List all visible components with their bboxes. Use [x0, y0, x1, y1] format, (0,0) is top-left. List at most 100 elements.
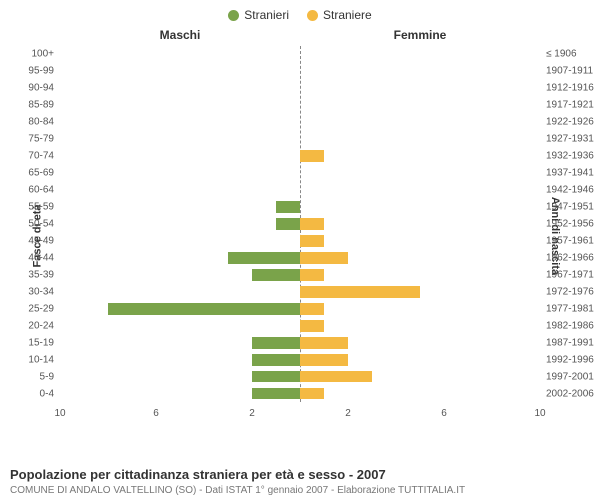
birth-year-label: 1912-1916	[540, 83, 594, 94]
x-tick: 10	[54, 408, 65, 419]
pyramid-row: 50-541952-1956	[60, 216, 540, 233]
bar-female	[300, 269, 324, 281]
bar-male	[252, 371, 300, 383]
x-tick: 2	[345, 408, 351, 419]
bar-male	[252, 354, 300, 366]
age-label: 5-9	[40, 371, 60, 382]
age-label: 100+	[31, 49, 60, 60]
chart-title: Popolazione per cittadinanza straniera p…	[10, 467, 386, 482]
birth-year-label: 1982-1986	[540, 320, 594, 331]
birth-year-label: 2002-2006	[540, 388, 594, 399]
pyramid-row: 15-191987-1991	[60, 334, 540, 351]
bar-female	[300, 371, 372, 383]
pyramid-row: 65-691937-1941	[60, 165, 540, 182]
birth-year-label: 1907-1911	[540, 66, 593, 77]
swatch-male	[228, 10, 239, 21]
age-label: 90-94	[28, 83, 60, 94]
birth-year-label: 1972-1976	[540, 286, 594, 297]
age-label: 20-24	[28, 320, 60, 331]
age-label: 75-79	[28, 134, 60, 145]
pyramid-row: 100+≤ 1906	[60, 46, 540, 63]
bar-male	[276, 201, 300, 213]
age-label: 70-74	[28, 151, 60, 162]
pyramid-row: 30-341972-1976	[60, 283, 540, 300]
legend: Stranieri Straniere	[0, 0, 600, 28]
chart-area: Fasce di età Anni di nascita 100+≤ 19069…	[0, 46, 600, 426]
pyramid-row: 85-891917-1921	[60, 97, 540, 114]
header-female: Femmine	[394, 28, 447, 42]
bar-female	[300, 150, 324, 162]
pyramid-row: 55-591947-1951	[60, 199, 540, 216]
age-label: 45-49	[28, 235, 60, 246]
legend-item-male: Stranieri	[228, 8, 289, 22]
age-label: 25-29	[28, 303, 60, 314]
bar-female	[300, 354, 348, 366]
plot-region: 100+≤ 190695-991907-191190-941912-191685…	[60, 46, 540, 402]
bar-male	[252, 388, 300, 400]
pyramid-row: 60-641942-1946	[60, 182, 540, 199]
age-label: 10-14	[28, 354, 60, 365]
column-headers: Maschi Femmine	[0, 28, 600, 46]
x-tick: 2	[249, 408, 255, 419]
age-label: 0-4	[40, 388, 60, 399]
age-label: 65-69	[28, 168, 60, 179]
birth-year-label: 1917-1921	[540, 100, 594, 111]
pyramid-row: 35-391967-1971	[60, 266, 540, 283]
bar-female	[300, 235, 324, 247]
x-tick: 6	[441, 408, 447, 419]
age-label: 60-64	[28, 185, 60, 196]
pyramid-row: 5-91997-2001	[60, 368, 540, 385]
pyramid-row: 70-741932-1936	[60, 148, 540, 165]
birth-year-label: 1937-1941	[540, 168, 594, 179]
birth-year-label: 1977-1981	[540, 303, 594, 314]
birth-year-label: 1952-1956	[540, 218, 594, 229]
birth-year-label: 1957-1961	[540, 235, 594, 246]
bar-female	[300, 303, 324, 315]
x-tick: 6	[153, 408, 159, 419]
age-label: 85-89	[28, 100, 60, 111]
bar-female	[300, 252, 348, 264]
birth-year-label: 1942-1946	[540, 185, 594, 196]
age-label: 30-34	[28, 286, 60, 297]
age-label: 95-99	[28, 66, 60, 77]
header-male: Maschi	[160, 28, 201, 42]
age-label: 55-59	[28, 202, 60, 213]
pyramid-row: 20-241982-1986	[60, 317, 540, 334]
bar-male	[252, 269, 300, 281]
age-label: 35-39	[28, 269, 60, 280]
bar-female	[300, 337, 348, 349]
pyramid-row: 75-791927-1931	[60, 131, 540, 148]
x-tick: 10	[534, 408, 545, 419]
age-label: 40-44	[28, 252, 60, 263]
age-label: 15-19	[28, 337, 60, 348]
birth-year-label: ≤ 1906	[540, 49, 577, 60]
age-label: 80-84	[28, 117, 60, 128]
chart-subtitle: COMUNE DI ANDALO VALTELLINO (SO) - Dati …	[10, 485, 465, 496]
legend-label-female: Straniere	[323, 8, 372, 22]
birth-year-label: 1962-1966	[540, 252, 594, 263]
legend-item-female: Straniere	[307, 8, 372, 22]
pyramid-row: 10-141992-1996	[60, 351, 540, 368]
pyramid-row: 25-291977-1981	[60, 300, 540, 317]
swatch-female	[307, 10, 318, 21]
birth-year-label: 1967-1971	[540, 269, 594, 280]
bar-female	[300, 286, 420, 298]
birth-year-label: 1947-1951	[540, 202, 594, 213]
pyramid-row: 45-491957-1961	[60, 232, 540, 249]
bar-female	[300, 388, 324, 400]
age-label: 50-54	[28, 218, 60, 229]
bar-male	[252, 337, 300, 349]
x-axis: 10622610	[60, 404, 540, 426]
bar-male	[276, 218, 300, 230]
bar-male	[108, 303, 300, 315]
bar-female	[300, 218, 324, 230]
birth-year-label: 1997-2001	[540, 371, 594, 382]
pyramid-row: 95-991907-1911	[60, 63, 540, 80]
birth-year-label: 1932-1936	[540, 151, 594, 162]
birth-year-label: 1987-1991	[540, 337, 594, 348]
birth-year-label: 1922-1926	[540, 117, 594, 128]
legend-label-male: Stranieri	[244, 8, 289, 22]
birth-year-label: 1992-1996	[540, 354, 594, 365]
pyramid-row: 90-941912-1916	[60, 80, 540, 97]
birth-year-label: 1927-1931	[540, 134, 594, 145]
